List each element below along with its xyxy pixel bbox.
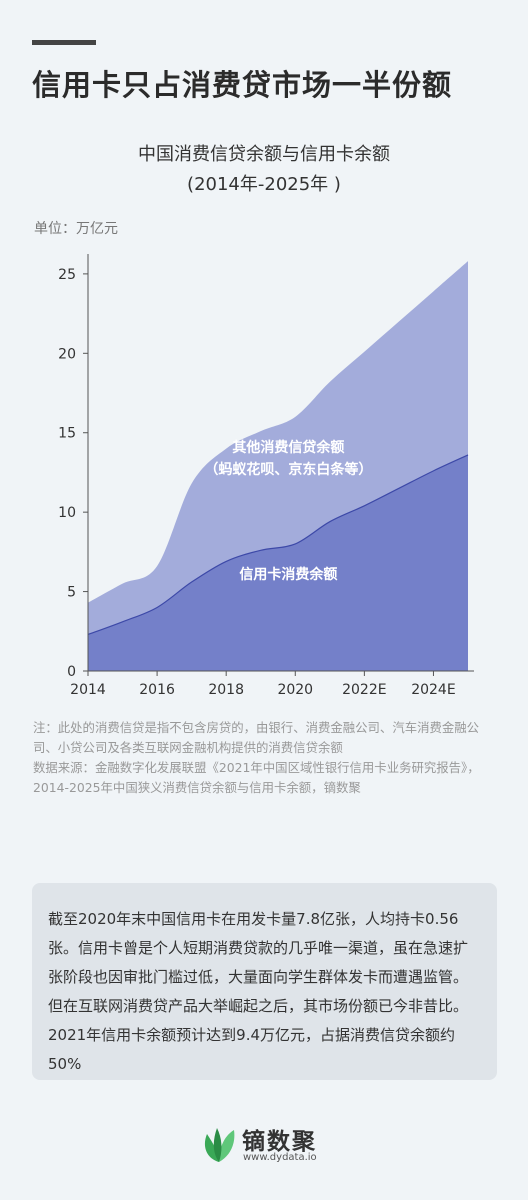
x-tick-label: 2016 [139,682,175,698]
unit-label: 单位：万亿元 [34,221,118,237]
series-label: 信用卡消费余额 [239,566,337,583]
y-tick-label: 20 [58,346,76,362]
x-tick-label: 2024E [411,682,455,698]
y-tick-label: 15 [58,426,76,442]
top-accent-bar [32,40,96,45]
chart-subtitle: (2014年-2025年 ) [187,174,341,195]
summary-text: 截至2020年末中国信用卡在用发卡量7.8亿张，人均持卡0.56张。信用卡曾是个… [48,910,469,1073]
note-source: 数据来源：金融数字化发展联盟《2021年中国区域性银行信用卡业务研究报告》，20… [33,760,480,795]
y-tick-label: 10 [58,505,76,521]
notes: 注：此处的消费信贷是指不包含房贷的，由银行、消费金融公司、汽车消费金融公司、小贷… [33,718,501,798]
chart-title: 中国消费信贷余额与信用卡余额 [138,144,390,165]
line-credit-card [87,454,469,636]
brand-url: www.dydata.io [243,1152,317,1163]
x-tick-label: 2022E [342,682,386,698]
area-chart: 0 5 10 15 20 25 2014 2016 2018 2020 2022E 2024E 信用卡消… [58,254,474,698]
x-tick-label: 2020 [277,682,313,698]
brand-name: 镝数聚 [242,1129,317,1155]
x-tick-label: 2014 [70,682,106,698]
area-other-credit [88,261,468,635]
y-tick-label: 0 [67,664,76,680]
note-definition: 注：此处的消费信贷是指不包含房贷的，由银行、消费金融公司、汽车消费金融公司、小贷… [33,720,480,755]
footer-brand: 镝数聚 www.dydata.io [200,1120,340,1170]
series-label: 其他消费信贷余额 [232,439,344,456]
series-label: （蚂蚁花呗、京东白条等） [204,461,372,478]
area-credit-card [88,454,468,671]
leaf-logo-icon [204,1128,235,1162]
y-tick-label: 5 [67,585,76,601]
y-tick-label: 25 [58,267,76,283]
x-tick-label: 2018 [208,682,244,698]
summary-box: 截至2020年末中国信用卡在用发卡量7.8亿张，人均持卡0.56张。信用卡曾是个… [32,883,497,1080]
page-headline: 信用卡只占消费贷市场一半份额 [32,68,453,102]
